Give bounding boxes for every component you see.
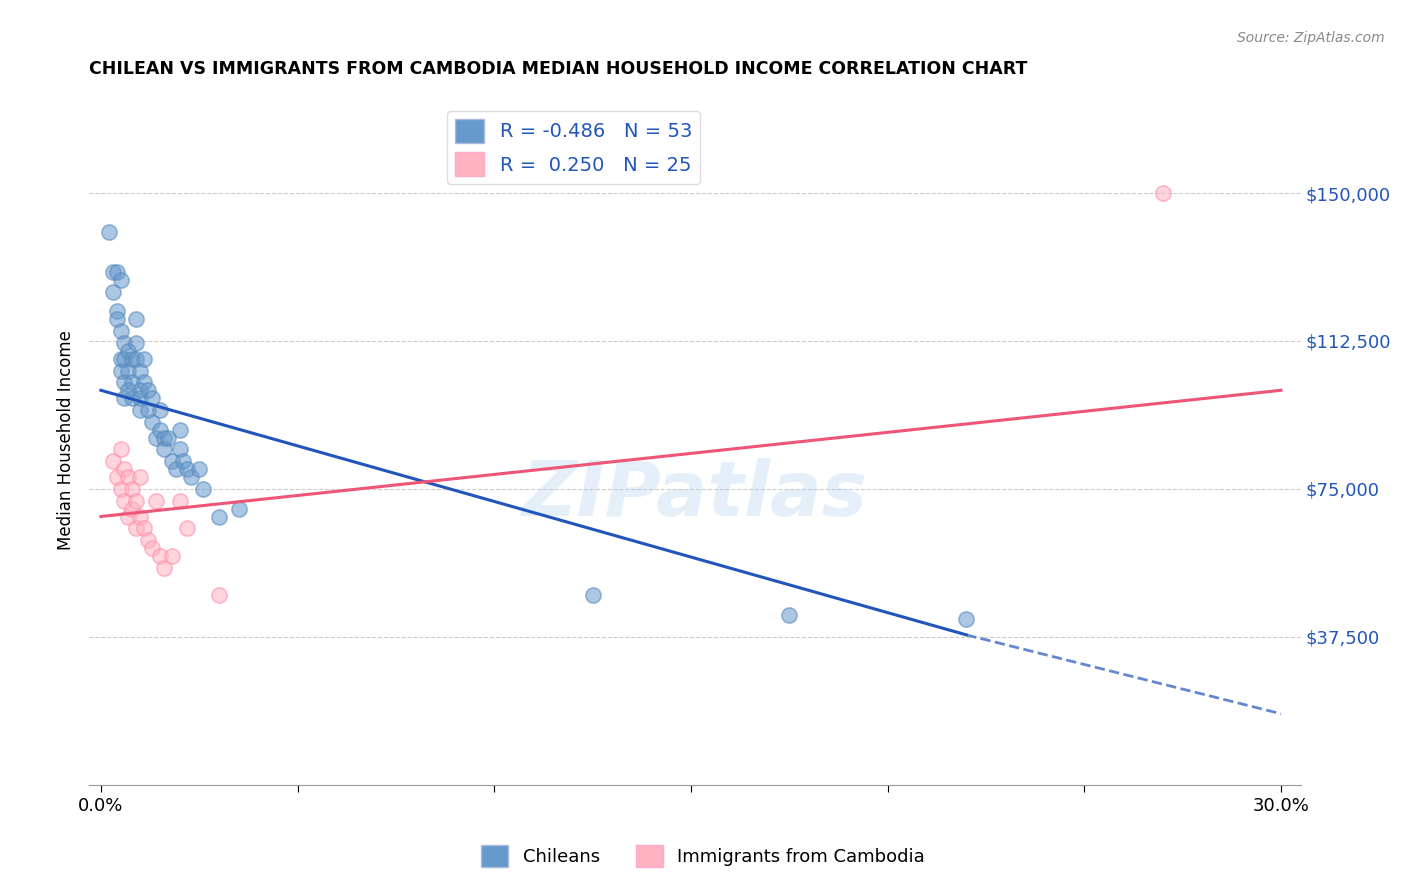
Point	[191, 482, 214, 496]
Point	[153, 561, 176, 575]
Point	[169, 493, 191, 508]
Point	[110, 273, 132, 287]
Point	[136, 403, 159, 417]
Point	[117, 384, 139, 398]
Point	[169, 423, 191, 437]
Point	[134, 521, 156, 535]
Point	[153, 442, 176, 457]
Point	[129, 363, 152, 377]
Point	[121, 501, 143, 516]
Point	[129, 384, 152, 398]
Text: Source: ZipAtlas.com: Source: ZipAtlas.com	[1237, 31, 1385, 45]
Point	[141, 391, 163, 405]
Point	[172, 454, 194, 468]
Point	[134, 376, 156, 390]
Point	[136, 533, 159, 548]
Y-axis label: Median Household Income: Median Household Income	[58, 330, 75, 549]
Point	[114, 391, 136, 405]
Point	[180, 470, 202, 484]
Point	[169, 442, 191, 457]
Point	[165, 462, 187, 476]
Point	[97, 226, 120, 240]
Point	[121, 351, 143, 366]
Point	[129, 470, 152, 484]
Point	[101, 285, 124, 299]
Point	[134, 351, 156, 366]
Point	[129, 509, 152, 524]
Point	[121, 391, 143, 405]
Point	[176, 521, 198, 535]
Title: CHILEAN VS IMMIGRANTS FROM CAMBODIA MEDIAN HOUSEHOLD INCOME CORRELATION CHART: CHILEAN VS IMMIGRANTS FROM CAMBODIA MEDI…	[89, 60, 1028, 78]
Point	[114, 462, 136, 476]
Point	[149, 403, 172, 417]
Point	[129, 403, 152, 417]
Point	[141, 415, 163, 429]
Point	[117, 343, 139, 358]
Point	[117, 363, 139, 377]
Point	[208, 588, 231, 602]
Point	[160, 454, 183, 468]
Point	[121, 376, 143, 390]
Point	[114, 351, 136, 366]
Point	[105, 265, 128, 279]
Point	[110, 482, 132, 496]
Point	[105, 312, 128, 326]
Point	[156, 431, 179, 445]
Point	[110, 442, 132, 457]
Point	[125, 521, 148, 535]
Point	[1152, 186, 1174, 200]
Point	[129, 391, 152, 405]
Point	[145, 493, 167, 508]
Point	[778, 608, 800, 623]
Point	[117, 509, 139, 524]
Point	[149, 423, 172, 437]
Point	[141, 541, 163, 555]
Point	[160, 549, 183, 563]
Point	[125, 493, 148, 508]
Point	[105, 304, 128, 318]
Point	[125, 335, 148, 350]
Point	[110, 351, 132, 366]
Point	[581, 588, 603, 602]
Point	[101, 454, 124, 468]
Point	[208, 509, 231, 524]
Point	[114, 493, 136, 508]
Legend: R = -0.486   N = 53, R =  0.250   N = 25: R = -0.486 N = 53, R = 0.250 N = 25	[447, 112, 700, 184]
Point	[176, 462, 198, 476]
Point	[114, 335, 136, 350]
Point	[121, 482, 143, 496]
Point	[136, 384, 159, 398]
Point	[110, 363, 132, 377]
Point	[110, 324, 132, 338]
Point	[145, 431, 167, 445]
Point	[228, 501, 250, 516]
Point	[105, 470, 128, 484]
Legend: Chileans, Immigrants from Cambodia: Chileans, Immigrants from Cambodia	[474, 838, 932, 874]
Point	[101, 265, 124, 279]
Point	[117, 470, 139, 484]
Point	[125, 312, 148, 326]
Text: ZIPatlas: ZIPatlas	[522, 458, 868, 532]
Point	[955, 612, 977, 626]
Point	[114, 376, 136, 390]
Point	[125, 351, 148, 366]
Point	[153, 431, 176, 445]
Point	[188, 462, 211, 476]
Point	[149, 549, 172, 563]
